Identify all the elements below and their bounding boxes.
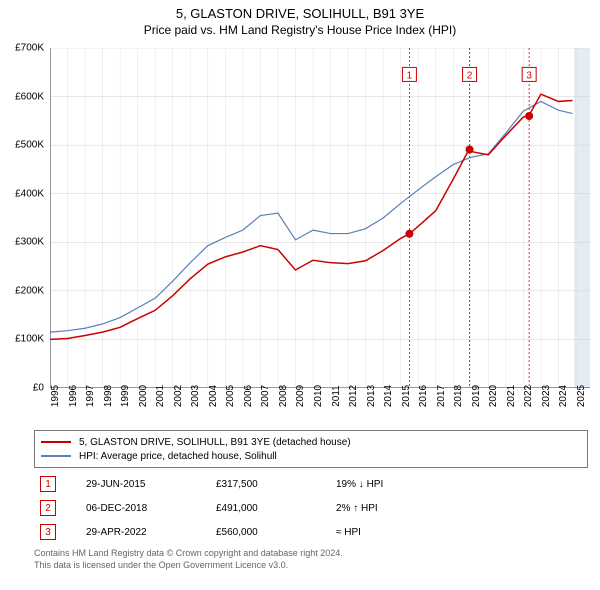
y-tick-label: £0 [33, 383, 44, 394]
transaction-delta: 2% ↑ HPI [336, 503, 466, 514]
attribution-line1: Contains HM Land Registry data © Crown c… [34, 548, 588, 560]
x-tick-label: 1999 [120, 385, 131, 407]
transaction-marker: 1 [40, 476, 56, 492]
x-tick-label: 2001 [155, 385, 166, 407]
transaction-delta: ≈ HPI [336, 527, 466, 538]
x-tick-label: 2022 [523, 385, 534, 407]
x-tick-label: 2011 [331, 385, 342, 407]
x-tick-label: 2013 [366, 385, 377, 407]
x-tick-label: 2025 [576, 385, 587, 407]
attribution-line2: This data is licensed under the Open Gov… [34, 560, 588, 572]
legend-label-hpi: HPI: Average price, detached house, Soli… [79, 451, 277, 462]
transaction-date: 29-JUN-2015 [86, 479, 216, 490]
x-tick-label: 2000 [138, 385, 149, 407]
y-tick-label: £400K [15, 188, 44, 199]
legend-label-property: 5, GLASTON DRIVE, SOLIHULL, B91 3YE (det… [79, 437, 351, 448]
x-tick-label: 2021 [506, 385, 517, 407]
legend-swatch-property [41, 441, 71, 443]
transaction-row: 3 29-APR-2022£560,000≈ HPI [34, 520, 588, 544]
x-tick-label: 1998 [103, 385, 114, 407]
legend-item-property: 5, GLASTON DRIVE, SOLIHULL, B91 3YE (det… [41, 435, 581, 449]
svg-text:3: 3 [526, 70, 532, 81]
transaction-marker: 2 [40, 500, 56, 516]
chart-container: 5, GLASTON DRIVE, SOLIHULL, B91 3YE Pric… [0, 0, 600, 590]
x-tick-label: 2014 [383, 385, 394, 407]
svg-text:1: 1 [407, 70, 413, 81]
transaction-delta: 19% ↓ HPI [336, 479, 466, 490]
x-tick-label: 2024 [558, 385, 569, 407]
y-tick-label: £500K [15, 140, 44, 151]
y-tick-label: £300K [15, 237, 44, 248]
x-tick-label: 2006 [243, 385, 254, 407]
x-tick-label: 2016 [418, 385, 429, 407]
chart-title: 5, GLASTON DRIVE, SOLIHULL, B91 3YE [0, 6, 600, 21]
transaction-price: £560,000 [216, 527, 336, 538]
x-tick-label: 2007 [260, 385, 271, 407]
title-block: 5, GLASTON DRIVE, SOLIHULL, B91 3YE Pric… [0, 0, 600, 39]
x-tick-label: 2002 [173, 385, 184, 407]
transactions-table: 1 29-JUN-2015£317,50019% ↓ HPI 2 06-DEC-201… [34, 472, 588, 544]
transaction-row: 2 06-DEC-2018£491,0002% ↑ HPI [34, 496, 588, 520]
x-tick-label: 2008 [278, 385, 289, 407]
x-tick-label: 1995 [50, 385, 61, 407]
x-tick-label: 2003 [190, 385, 201, 407]
x-axis: 1995199619971998199920002001200220032004… [50, 392, 590, 432]
transaction-marker: 3 [40, 524, 56, 540]
y-tick-label: £700K [15, 43, 44, 54]
x-tick-label: 2019 [471, 385, 482, 407]
x-tick-label: 2017 [436, 385, 447, 407]
svg-text:2: 2 [467, 70, 473, 81]
transaction-date: 29-APR-2022 [86, 527, 216, 538]
x-tick-label: 2023 [541, 385, 552, 407]
y-tick-label: £200K [15, 285, 44, 296]
legend-item-hpi: HPI: Average price, detached house, Soli… [41, 449, 581, 463]
attribution: Contains HM Land Registry data © Crown c… [34, 548, 588, 571]
plot-area: 1 2 3 [50, 48, 590, 388]
transaction-row: 1 29-JUN-2015£317,50019% ↓ HPI [34, 472, 588, 496]
x-tick-label: 2004 [208, 385, 219, 407]
transaction-price: £317,500 [216, 479, 336, 490]
x-tick-label: 2012 [348, 385, 359, 407]
x-tick-label: 2005 [225, 385, 236, 407]
y-tick-label: £100K [15, 334, 44, 345]
x-tick-label: 2018 [453, 385, 464, 407]
y-axis: £0£100K£200K£300K£400K£500K£600K£700K [0, 48, 48, 388]
plot-svg: 1 2 3 [50, 48, 590, 388]
x-tick-label: 1996 [68, 385, 79, 407]
x-tick-label: 2009 [295, 385, 306, 407]
legend: 5, GLASTON DRIVE, SOLIHULL, B91 3YE (det… [34, 430, 588, 468]
y-tick-label: £600K [15, 91, 44, 102]
x-tick-label: 2010 [313, 385, 324, 407]
x-tick-label: 1997 [85, 385, 96, 407]
x-tick-label: 2020 [488, 385, 499, 407]
transaction-date: 06-DEC-2018 [86, 503, 216, 514]
legend-swatch-hpi [41, 455, 71, 457]
x-tick-label: 2015 [401, 385, 412, 407]
transaction-price: £491,000 [216, 503, 336, 514]
chart-subtitle: Price paid vs. HM Land Registry's House … [0, 23, 600, 37]
